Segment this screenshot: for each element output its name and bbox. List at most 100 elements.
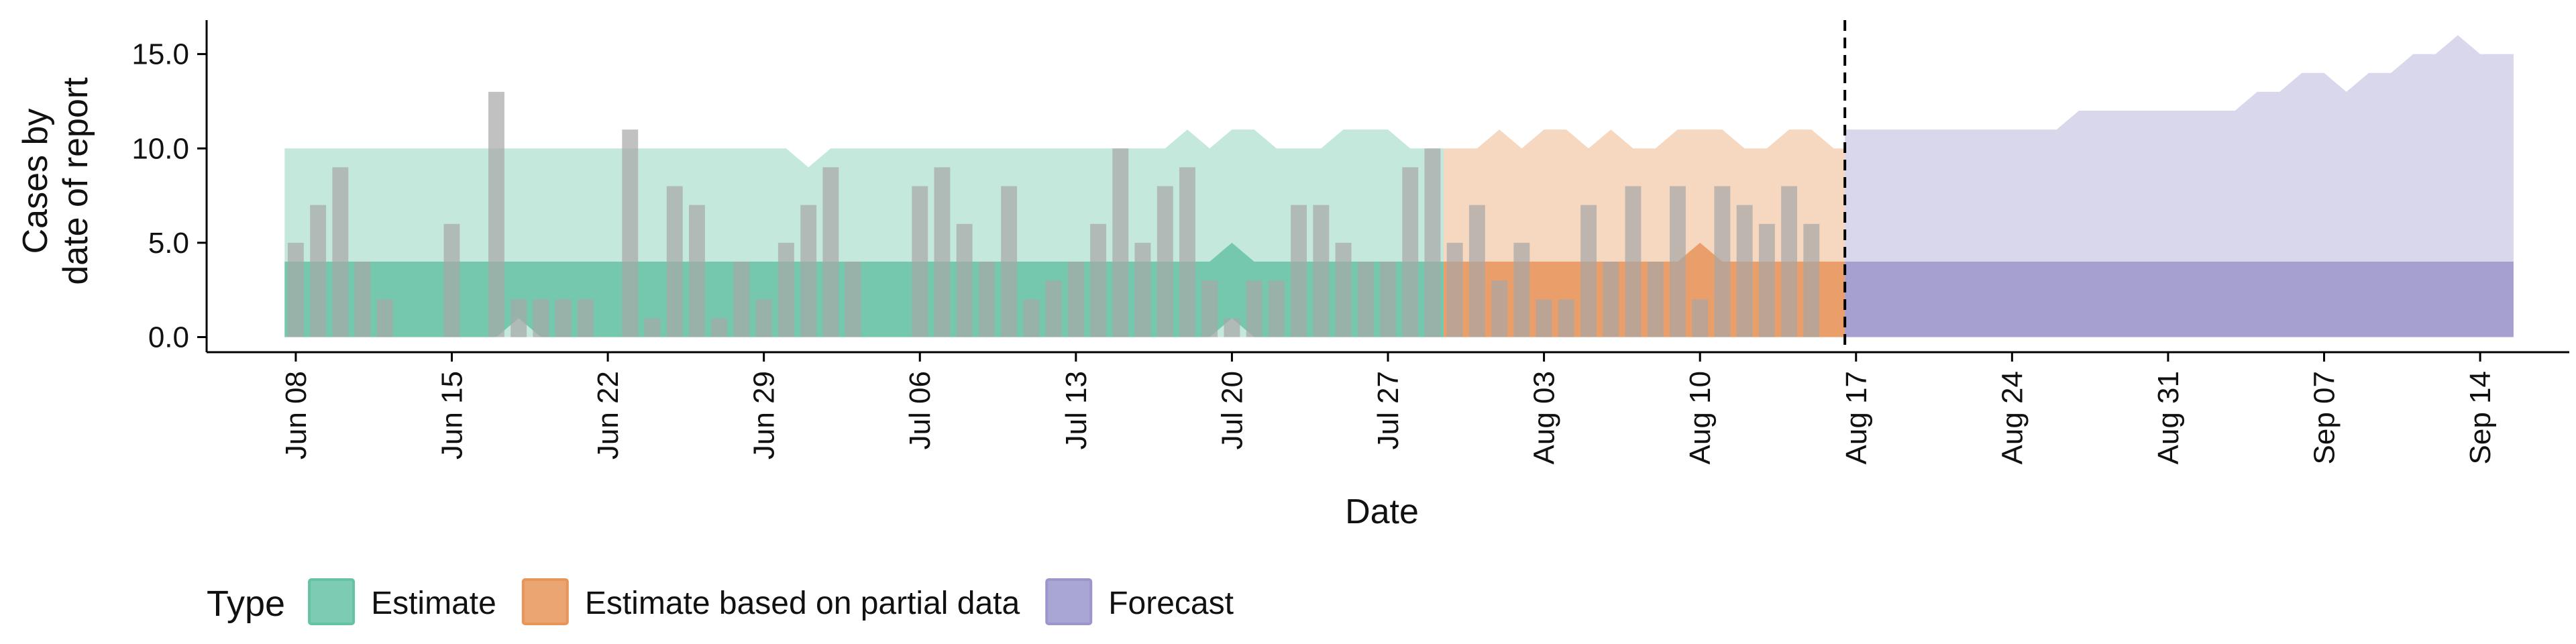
y-axis-title-line-1: Cases by [16, 109, 55, 254]
legend-swatch [521, 578, 569, 625]
legend-entry-estimate-based-on-partial-data: Estimate based on partial data [521, 578, 1020, 625]
reported-case-bar [622, 129, 639, 337]
reported-case-bar [1313, 205, 1330, 337]
reported-case-bar [1067, 262, 1084, 337]
legend-label: Estimate [371, 586, 496, 621]
reported-case-bar [376, 299, 393, 337]
reported-case-bar [1536, 299, 1552, 337]
reported-case-bar [1402, 167, 1419, 337]
reported-case-bar [1112, 148, 1129, 337]
reported-case-bar [1157, 186, 1173, 337]
reported-case-bar [1001, 186, 1018, 337]
reported-case-bar [644, 318, 661, 337]
legend-swatch [1045, 578, 1093, 625]
reported-case-bar [1580, 205, 1597, 337]
legend-label: Forecast [1108, 586, 1234, 621]
y-axis-title-line-2: date of report [56, 77, 95, 285]
x-tick-label: Jul 27 [1372, 371, 1405, 449]
axes: 0.0 5.0 10.0 15.0 Jun 08 Jun 15 Jun 22 Jun 29 Ju… [131, 20, 2569, 464]
reported-case-bar [912, 186, 928, 337]
estimate-inner-band [284, 242, 1444, 337]
x-tick-label: Aug 10 [1684, 371, 1717, 464]
reported-case-bar [711, 318, 728, 337]
reported-case-bar [1201, 280, 1218, 337]
reported-case-bar [1670, 186, 1686, 337]
reported-case-bar [1090, 223, 1106, 337]
reported-case-bar [666, 186, 683, 337]
reported-case-bar [934, 167, 951, 337]
reported-case-bar [577, 299, 594, 337]
reported-case-bar [1335, 242, 1352, 337]
reported-case-bar [845, 262, 861, 337]
reported-case-bar [1045, 280, 1062, 337]
reported-case-bar [1268, 280, 1285, 337]
reported-case-bar [822, 167, 839, 337]
x-axis-title: Date [1345, 492, 1419, 531]
x-tick-label: Jul 13 [1060, 371, 1093, 449]
legend: Type Estimate Estimate based on partial d… [207, 578, 1234, 625]
reported-case-bar [979, 262, 995, 337]
reported-case-bar [1224, 318, 1240, 337]
x-tick-label: Jun 29 [748, 371, 781, 460]
y-tick-label: 0.0 [148, 321, 189, 354]
reported-case-bar [1758, 223, 1775, 337]
reported-case-bar [1491, 280, 1508, 337]
reported-case-bar [488, 91, 504, 337]
x-tick-label: Jun 22 [592, 371, 625, 460]
y-tick-label: 5.0 [148, 227, 189, 260]
x-tick-label: Jul 20 [1216, 371, 1248, 449]
legend-title: Type [207, 584, 285, 624]
reported-case-bar [511, 299, 527, 337]
reported-case-bar [1134, 242, 1151, 337]
reported-case-bar [1625, 186, 1642, 337]
reported-case-bar [800, 205, 817, 337]
x-tick-label: Aug 31 [2152, 371, 2185, 464]
reported-case-bar [1781, 186, 1797, 337]
x-tick-label: Sep 14 [2464, 371, 2497, 464]
reported-case-bars [287, 91, 1820, 337]
reported-case-bar [1647, 262, 1664, 337]
x-tick-label: Aug 03 [1528, 371, 1561, 464]
estimate-bands [284, 35, 2514, 337]
y-axis-title: Cases by date of report [16, 77, 95, 285]
reported-case-bar [1380, 262, 1396, 337]
forecast-inner-band [1845, 262, 2514, 337]
reported-case-bar [956, 223, 973, 337]
reported-case-bar [1357, 262, 1374, 337]
reported-case-bar [1468, 205, 1485, 337]
x-tick-label: Sep 07 [2308, 371, 2341, 464]
reported-case-bar [733, 262, 750, 337]
y-tick-label: 10.0 [131, 132, 189, 165]
reported-case-bar [1714, 186, 1731, 337]
reported-case-bar [1692, 299, 1709, 337]
x-tick-label: Aug 24 [1996, 371, 2029, 464]
reported-case-bar [1603, 262, 1619, 337]
reported-case-bar [443, 223, 460, 337]
legend-swatch [308, 578, 356, 625]
reported-case-bar [533, 299, 549, 337]
reported-case-bar [777, 242, 794, 337]
reported-case-bar [1291, 205, 1307, 337]
legend-entry-estimate: Estimate [308, 578, 496, 625]
legend-entry-forecast: Forecast [1045, 578, 1234, 625]
reported-case-bar [1446, 242, 1463, 337]
reported-case-bar [555, 299, 572, 337]
reported-case-bar [1513, 242, 1530, 337]
reported-case-bar [1424, 148, 1441, 337]
legend-label: Estimate based on partial data [585, 586, 1020, 621]
x-tick-label: Jul 06 [904, 371, 936, 449]
x-tick-label: Jun 08 [280, 371, 313, 460]
reported-case-bar [1803, 223, 1820, 337]
reported-case-bar [332, 167, 349, 337]
reported-case-bar [1023, 299, 1040, 337]
x-tick-label: Jun 15 [436, 371, 469, 460]
reported-case-bar [1558, 299, 1574, 337]
reported-case-bar [354, 262, 371, 337]
x-tick-label: Aug 17 [1840, 371, 1873, 464]
reported-case-bar [1246, 280, 1263, 337]
reported-case-bar [755, 299, 772, 337]
y-tick-label: 15.0 [131, 38, 189, 71]
reported-case-bar [1179, 167, 1195, 337]
reported-case-bar [689, 205, 705, 337]
